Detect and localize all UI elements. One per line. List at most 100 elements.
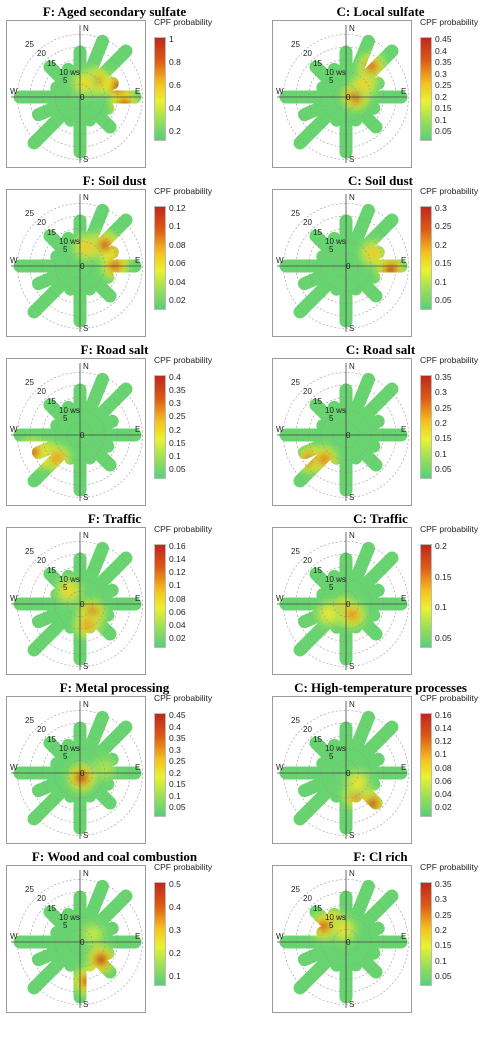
colorbar-tick-label: 0.02: [169, 633, 186, 643]
colorbar-tick-label: 0.35: [169, 385, 186, 396]
polar-plot-frame: 25 20 15 10 ws 5 0 N E S W: [272, 527, 412, 675]
radial-tick-label: 10 ws: [325, 406, 346, 415]
panel-title: F: Metal processing: [59, 680, 170, 695]
radial-tick-label: 15: [313, 59, 322, 68]
colorbar-tick-label: 0.45: [435, 34, 452, 44]
hotspot: [78, 75, 93, 90]
compass-label: E: [401, 256, 406, 265]
radial-tick-label: 0: [80, 938, 85, 947]
colorbar: [420, 544, 432, 648]
panel-title: F: Soil dust: [82, 173, 147, 188]
colorbar: [154, 37, 166, 141]
polar-grid: [11, 363, 143, 501]
polar-grid: [11, 532, 143, 670]
compass-label: W: [276, 932, 284, 941]
compass-label: S: [349, 493, 354, 502]
colorbar-tick-label: 0.4: [169, 902, 181, 912]
compass-label: S: [83, 155, 88, 164]
colorbar-tick-label: 0.4: [169, 103, 181, 113]
compass-label: S: [83, 493, 88, 502]
radial-tick-label: 10 ws: [59, 913, 80, 922]
radial-tick-label: 10 ws: [325, 68, 346, 77]
radial-tick-label: 10 ws: [59, 68, 80, 77]
radial-tick-label: 25: [291, 378, 300, 387]
radial-tick-label: 10 ws: [59, 406, 80, 415]
polar-grid: [277, 194, 409, 332]
colorbar-tick-label: 0.12: [435, 736, 452, 747]
radial-tick-label: 15: [47, 228, 56, 237]
hotspot: [321, 607, 336, 621]
colorbar-tick-label: 0.35: [435, 372, 452, 382]
compass-label: S: [83, 1000, 88, 1009]
radial-tick-label: 25: [291, 209, 300, 218]
hotspot: [316, 919, 331, 934]
polar-plot-panel: C: Road salt 25 20 15 10 ws 5 0 N E S W CPF probabi…: [268, 342, 493, 506]
colorbar-tick-label: 0.02: [435, 802, 452, 812]
hotspot: [364, 59, 379, 74]
colorbar-tick-label: 0.14: [169, 554, 186, 565]
radial-tick-label: 20: [303, 387, 312, 396]
radial-tick-label: 0: [80, 431, 85, 440]
radial-tick-label: 5: [63, 752, 68, 761]
polar-grid: [11, 25, 143, 163]
colorbar-tick-label: 0.16: [169, 541, 186, 551]
compass-label: E: [401, 425, 406, 434]
radial-tick-label: 15: [313, 904, 322, 913]
polar-grid: [277, 532, 409, 670]
colorbar-tick-label: 0.1: [169, 971, 181, 981]
radial-tick-label: 20: [303, 894, 312, 903]
colorbar: [420, 206, 432, 310]
colorbar-tick-label: 0.3: [169, 925, 181, 935]
compass-label: W: [10, 594, 18, 603]
colorbar-tick-label: 0.25: [435, 221, 452, 232]
radial-tick-label: 0: [346, 262, 351, 271]
radial-tick-label: 0: [346, 769, 351, 778]
polar-plot-frame: 25 20 15 10 ws 5 0 N E S W: [6, 189, 146, 337]
radial-tick-label: 20: [37, 725, 46, 734]
compass-label: E: [135, 594, 140, 603]
compass-label: W: [276, 763, 284, 772]
colorbar-tick-label: 0.2: [435, 925, 447, 935]
compass-label: W: [276, 425, 284, 434]
hotspot: [74, 770, 89, 785]
panel-title: F: Traffic: [87, 511, 142, 526]
hotspot: [366, 246, 381, 261]
colorbar-title: CPF probability: [154, 355, 213, 365]
hotspot: [26, 445, 41, 460]
polar-plot-panel: F: Aged secondary sulfate 25 20 15 10 ws 5 0 N E…: [2, 4, 227, 168]
radial-tick-label: 10 ws: [59, 575, 80, 584]
radial-tick-label: 5: [329, 752, 334, 761]
colorbar-tick-label: 0.2: [435, 239, 447, 250]
colorbar-tick-label: 0.15: [435, 940, 452, 951]
colorbar-tick-label: 0.06: [169, 606, 186, 617]
compass-label: S: [349, 662, 354, 671]
hotspot: [317, 452, 332, 467]
polar-plot-panel: F: Traffic 25 20 15 10 ws 5 0 N E S W CPF probabili…: [2, 511, 227, 675]
polar-plot-frame: 25 20 15 10 ws 5 0 N E S W: [272, 358, 412, 506]
radial-tick-label: 5: [329, 583, 334, 592]
compass-label: S: [349, 1000, 354, 1009]
panel-title: F: Aged secondary sulfate: [42, 4, 187, 19]
polar-plot-panel: F: Metal processing 25 20 15 10 ws 5 0 N E S W CPF …: [2, 680, 227, 844]
compass-label: N: [349, 531, 355, 540]
colorbar-tick-label: 0.15: [435, 433, 452, 444]
radial-tick-label: 5: [329, 245, 334, 254]
polar-plot-frame: 25 20 15 10 ws 5 0 N E S W: [272, 20, 412, 168]
radial-tick-label: 15: [313, 397, 322, 406]
radial-tick-label: 5: [63, 245, 68, 254]
colorbar-tick-label: 0.45: [169, 710, 186, 720]
compass-label: N: [83, 531, 89, 540]
colorbar-tick-label: 0.15: [435, 103, 452, 113]
polar-plot-panel: C: Traffic 25 20 15 10 ws 5 0 N E S W CPF probabili…: [268, 511, 493, 675]
compass-label: N: [83, 193, 89, 202]
compass-label: W: [10, 932, 18, 941]
radial-tick-label: 0: [80, 262, 85, 271]
radial-tick-label: 20: [37, 49, 46, 58]
colorbar-tick-label: 0.2: [169, 948, 181, 958]
hotspot: [85, 927, 100, 942]
colorbar-title: CPF probability: [420, 186, 479, 196]
compass-label: N: [349, 193, 355, 202]
colorbar-tick-label: 0.2: [435, 91, 447, 102]
